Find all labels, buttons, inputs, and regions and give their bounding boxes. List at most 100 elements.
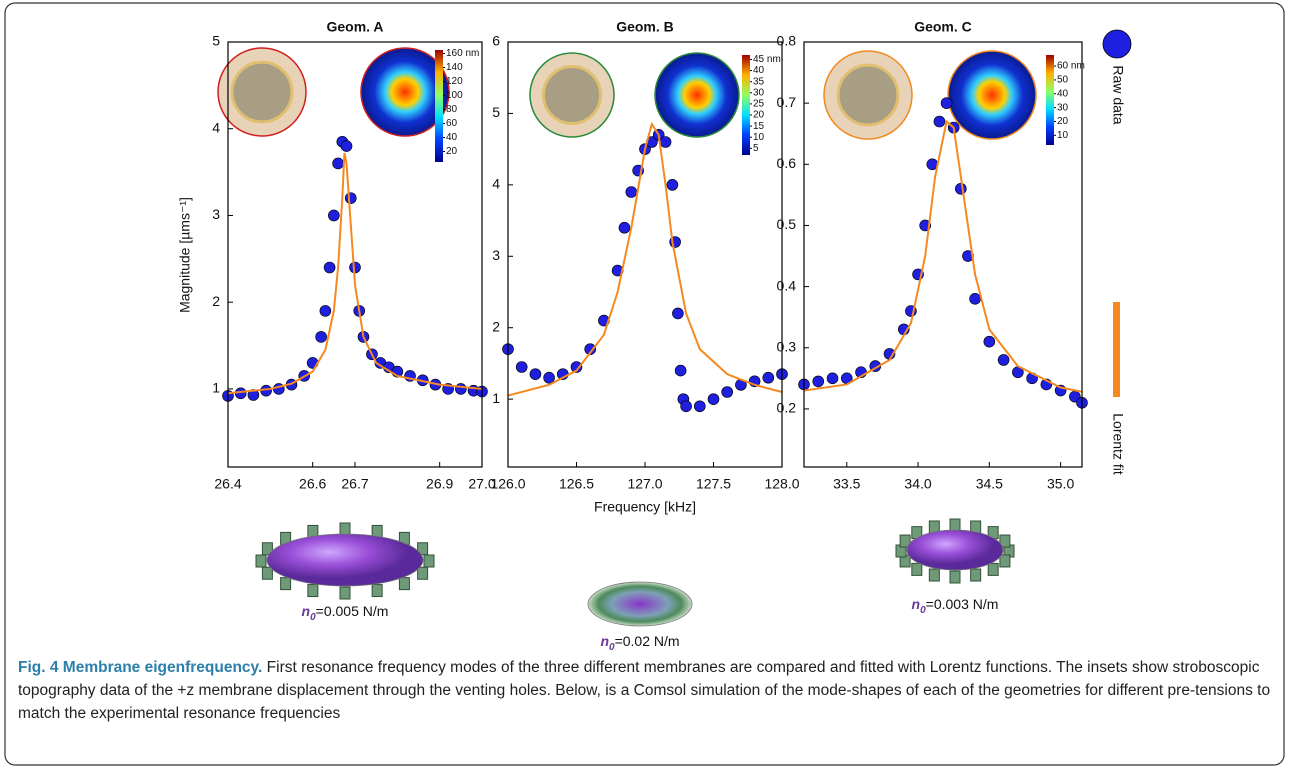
data-point xyxy=(455,383,467,395)
sim-tab xyxy=(371,584,383,598)
colorbar-label: 40 xyxy=(1057,88,1069,99)
sim-tab xyxy=(970,568,982,582)
inset-map xyxy=(947,50,1037,140)
panel-title: Geom. B xyxy=(616,19,674,35)
colorbar-label: 30 xyxy=(1057,102,1069,113)
data-point xyxy=(693,400,706,413)
data-point xyxy=(659,136,672,148)
colorbar-label: 20 xyxy=(753,110,765,121)
sim-tab xyxy=(911,562,923,576)
sim-tab xyxy=(398,577,410,591)
data-point xyxy=(570,361,583,373)
sim-tab xyxy=(949,518,961,532)
colorbar xyxy=(1046,55,1054,145)
panel-title: Geom. A xyxy=(326,19,383,35)
sim-text: =0.02 N/m xyxy=(615,633,680,649)
x-tick-label: 26.4 xyxy=(214,476,241,492)
data-point xyxy=(332,157,344,170)
figure-border xyxy=(4,2,1285,766)
sim-tab xyxy=(307,584,319,598)
sim-tab xyxy=(261,566,273,580)
y-tick-label: 4 xyxy=(492,176,500,192)
sim-tab xyxy=(280,577,292,591)
y-tick-label: 5 xyxy=(212,33,220,49)
x-tick-label: 127.5 xyxy=(696,476,731,492)
data-point xyxy=(826,372,839,385)
caption-text: First resonance frequency modes of the t… xyxy=(18,659,1271,722)
data-point xyxy=(940,97,953,109)
inset-membrane xyxy=(230,60,294,124)
y-tick-label: 3 xyxy=(492,247,500,263)
y-tick-label: 0.7 xyxy=(777,94,797,110)
sim-label: n0=0.02 N/m xyxy=(600,633,679,653)
data-point xyxy=(969,293,981,305)
y-tick-label: 0.4 xyxy=(777,277,797,293)
sim-tab xyxy=(999,534,1011,548)
data-point xyxy=(323,261,336,274)
sim-tab xyxy=(261,542,273,556)
y-tick-label: 1 xyxy=(212,380,220,396)
data-point xyxy=(529,368,542,380)
inset-membrane xyxy=(541,64,603,126)
sim-tab xyxy=(928,568,940,582)
x-tick-label: 35.0 xyxy=(1047,476,1074,492)
fit-line xyxy=(803,119,1083,393)
data-point xyxy=(680,400,692,413)
sim-membrane xyxy=(906,529,1004,571)
x-tick-label: 26.6 xyxy=(299,476,326,492)
colorbar-label: 60 xyxy=(446,118,458,129)
data-point xyxy=(933,115,946,128)
plot-frame xyxy=(227,41,483,468)
plot-frame xyxy=(803,41,1083,468)
colorbar-label: 60 nm xyxy=(1057,61,1085,72)
y-tick-label: 0.3 xyxy=(777,338,797,354)
x-tick-label: 126.5 xyxy=(559,476,594,492)
x-tick-label: 27.0 xyxy=(468,476,495,492)
sim-symbol: n xyxy=(302,603,311,619)
x-tick-label: 33.5 xyxy=(833,476,860,492)
sim-membrane xyxy=(266,533,424,587)
colorbar-label: 40 xyxy=(446,132,458,143)
colorbar-label: 120 xyxy=(446,76,463,87)
data-point xyxy=(762,371,775,384)
colorbar-label: 50 xyxy=(1057,75,1069,86)
y-tick-label: 3 xyxy=(212,206,220,222)
colorbar-label: 20 xyxy=(1057,116,1069,127)
data-point xyxy=(674,364,687,377)
sim-label: n0=0.003 N/m xyxy=(912,596,999,616)
sim-tab xyxy=(417,542,429,556)
data-point xyxy=(997,354,1010,366)
colorbar-label: 80 xyxy=(446,104,458,115)
data-point xyxy=(315,331,327,343)
sim-tab xyxy=(899,534,911,548)
y-tick-label: 0.8 xyxy=(777,33,797,49)
y-tick-label: 0.5 xyxy=(777,216,797,232)
panel-title: Geom. C xyxy=(914,19,972,35)
sim-text: =0.005 N/m xyxy=(316,603,389,619)
colorbar-label: 10 xyxy=(753,132,765,143)
y-tick-label: 2 xyxy=(212,293,220,309)
colorbar-label: 140 xyxy=(446,62,463,73)
sim-symbol: n xyxy=(912,596,921,612)
colorbar-label: 100 xyxy=(446,90,463,101)
caption: Fig. 4 Membrane eigenfrequency. First re… xyxy=(18,656,1273,725)
inset-map xyxy=(654,52,740,138)
sim-subscript: 0 xyxy=(609,642,615,653)
sim-membrane xyxy=(587,581,693,627)
colorbar xyxy=(435,50,443,162)
data-point xyxy=(962,250,974,262)
y-tick-label: 6 xyxy=(492,33,500,49)
sim-tab xyxy=(949,570,961,584)
data-point xyxy=(618,221,631,234)
x-tick-label: 26.9 xyxy=(426,476,453,492)
colorbar-label: 5 xyxy=(753,143,759,154)
data-point xyxy=(812,375,825,388)
y-tick-label: 2 xyxy=(492,318,500,334)
x-tick-label: 128.0 xyxy=(764,476,799,492)
x-tick-label: 34.0 xyxy=(904,476,931,492)
y-tick-label: 4 xyxy=(212,119,220,135)
y-axis-label: Magnitude [µms⁻¹] xyxy=(177,197,193,313)
data-point xyxy=(666,179,679,191)
data-point xyxy=(672,307,684,320)
